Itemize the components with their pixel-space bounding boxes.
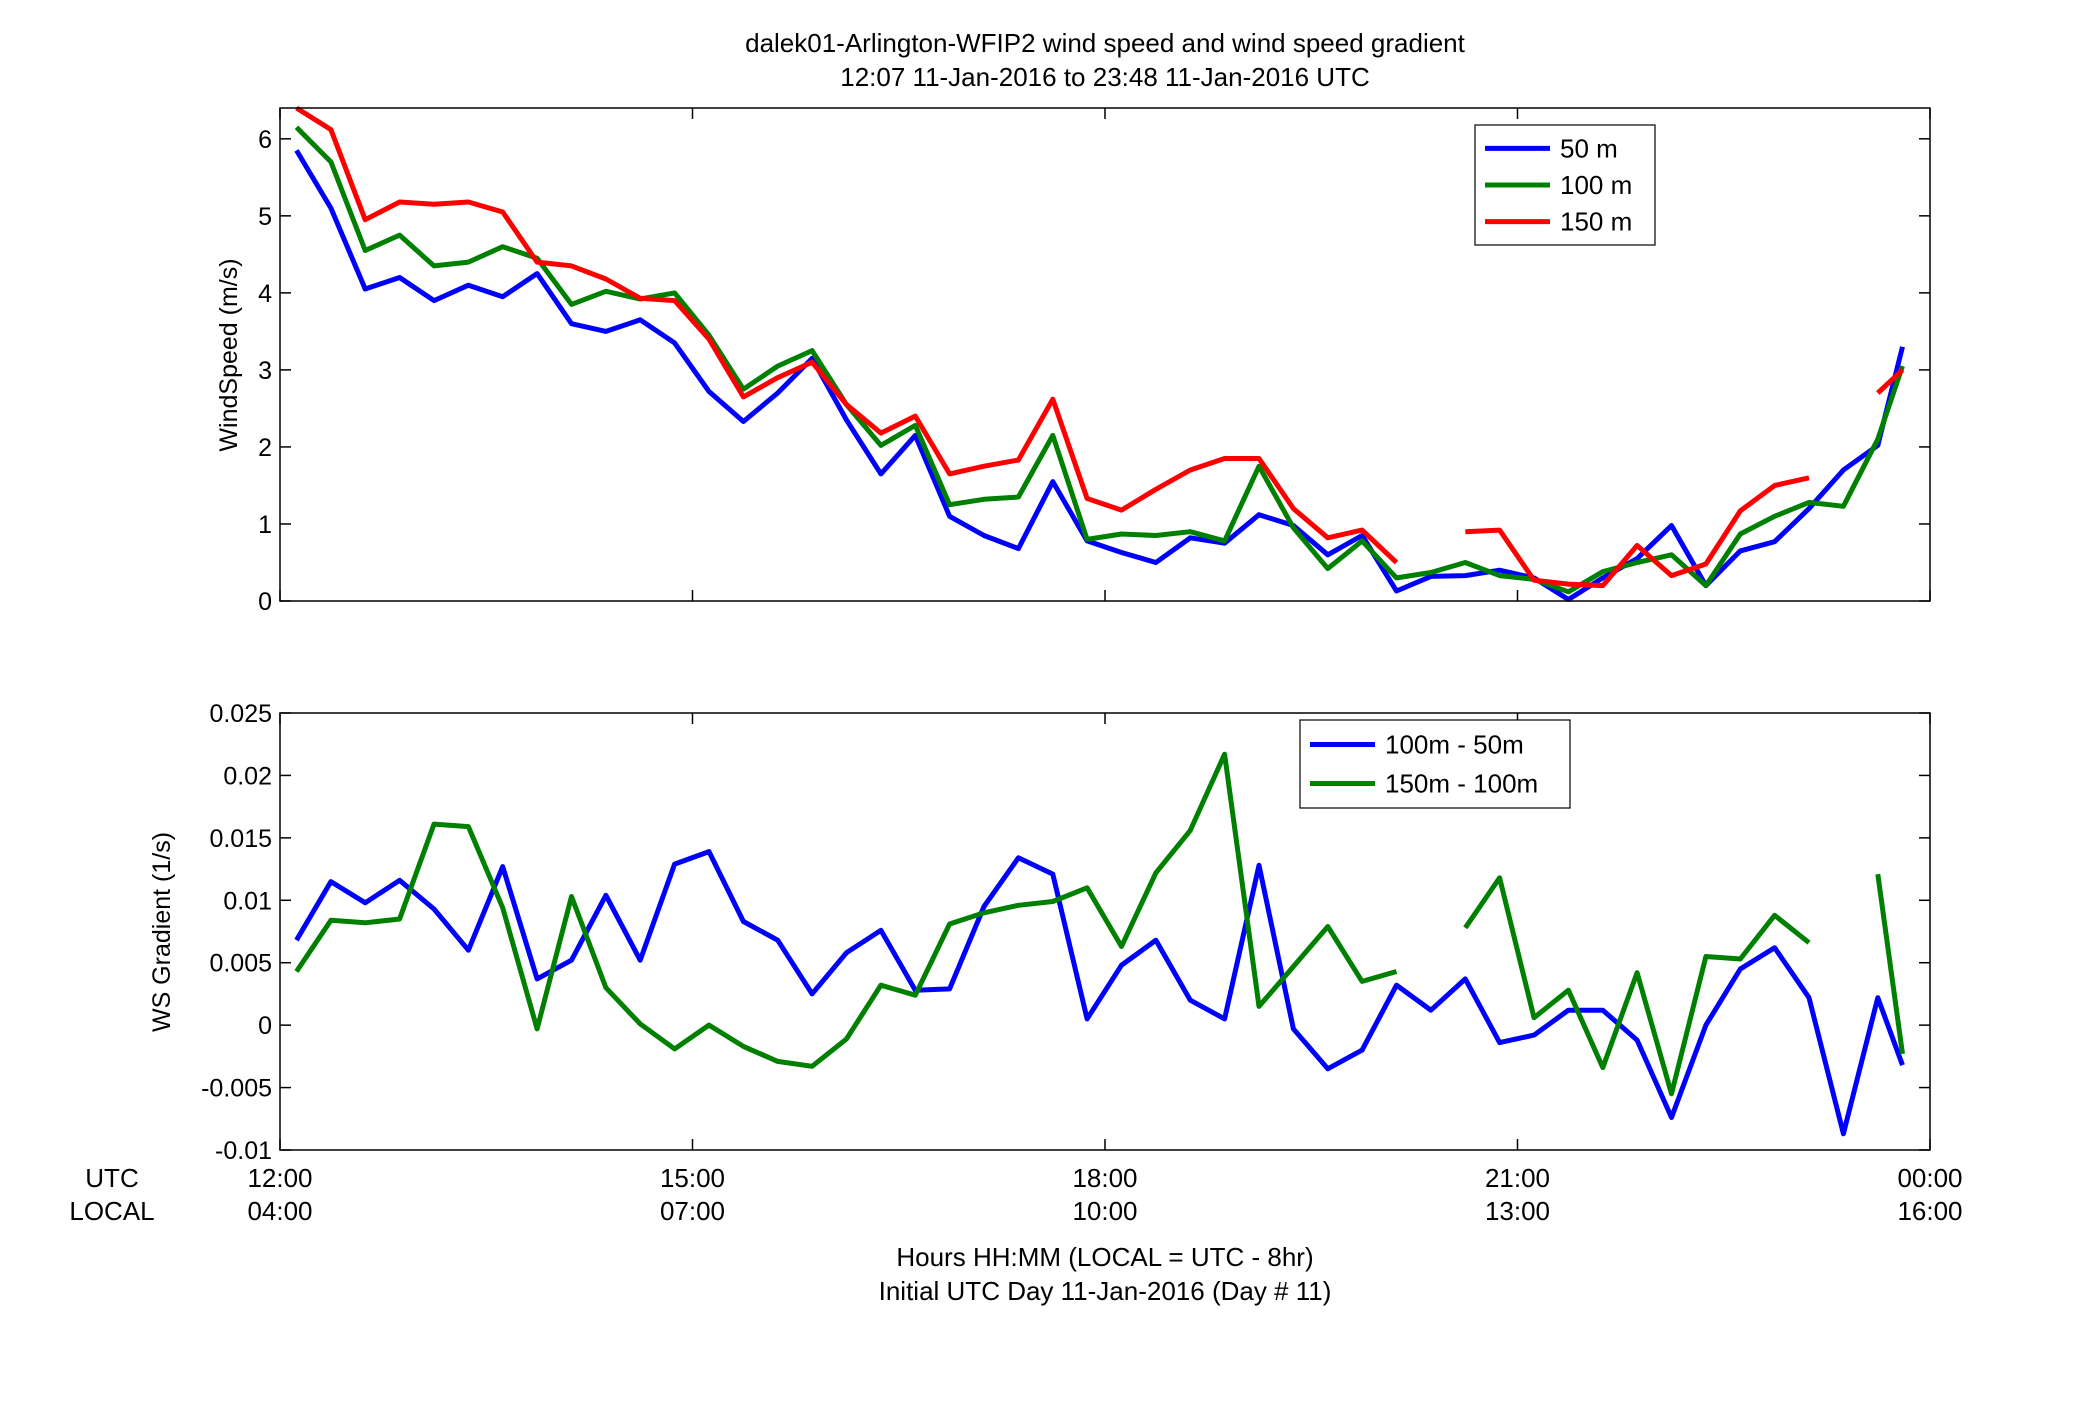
utc-tick-label: 18:00 [1072, 1163, 1137, 1193]
local-tick-label: 16:00 [1897, 1196, 1962, 1226]
gradient-series-line-1-segment-2 [1875, 873, 1905, 1055]
gradient-ytick-label: 0 [258, 1012, 272, 1040]
gradient-ytick-label: 0.025 [209, 700, 272, 728]
local-tick-label: 13:00 [1485, 1196, 1550, 1226]
windspeed-ytick-label: 5 [258, 203, 272, 231]
xlabel-line2: Initial UTC Day 11-Jan-2016 (Day # 11) [879, 1276, 1332, 1306]
gradient-ylabel: WS Gradient (1/s) [148, 832, 176, 1032]
local-tick-label: 07:00 [660, 1196, 725, 1226]
windspeed-ticks: 0 1 2 3 4 5 6 [258, 108, 1931, 616]
gradient-ytick-label: 0.015 [209, 825, 272, 853]
windspeed-legend: 50 m 100 m 150 m [1474, 124, 1656, 246]
windspeed-ytick-label: 1 [258, 511, 272, 539]
gradient-ytick-label: -0.01 [215, 1137, 272, 1165]
gradient-ytick-label: 0.02 [223, 762, 272, 790]
utc-row-label: UTC [85, 1163, 138, 1193]
windspeed-lines [294, 105, 1905, 602]
gradient-ytick-label: 0.005 [209, 950, 272, 978]
utc-tick-label: 21:00 [1485, 1163, 1550, 1193]
utc-tick-label: 00:00 [1897, 1163, 1962, 1193]
gradient-plot-frame [279, 712, 1931, 1151]
local-tick-label: 04:00 [247, 1196, 312, 1226]
windspeed-series-line-2-segment-2 [1876, 368, 1905, 395]
windspeed-plot-area [280, 108, 1930, 601]
gradient-series-line-1-segment-1 [1463, 875, 1811, 1097]
windspeed-legend-label: 150 m [1560, 207, 1632, 237]
gradient-legend-label: 150m - 100m [1385, 769, 1538, 799]
windspeed-legend-label: 100 m [1560, 170, 1632, 200]
gradient-series-line-0-segment-0 [294, 849, 1905, 1137]
local-row-label: LOCAL [69, 1196, 154, 1226]
gradient-legend-box [1299, 719, 1571, 809]
gradient-ytick-label: -0.005 [201, 1075, 272, 1103]
gradient-ticks: -0.01 -0.005 0 0.005 0.01 0.015 0.02 0.025 [201, 700, 1931, 1165]
gradient-legend: 100m - 50m 150m - 100m [1299, 719, 1571, 809]
windspeed-plot-frame [279, 107, 1931, 602]
windspeed-ytick-label: 2 [258, 434, 272, 462]
local-tick-label: 10:00 [1072, 1196, 1137, 1226]
xlabel-line1: Hours HH:MM (LOCAL = UTC - 8hr) [896, 1242, 1313, 1272]
windspeed-panel: 0 1 2 3 4 5 6 WindSpeed (m/s) 50 m 100 m 150 m [215, 105, 1931, 616]
utc-tick-label: 12:00 [247, 1163, 312, 1193]
chart-title-line1: dalek01-Arlington-WFIP2 wind speed and w… [745, 28, 1466, 58]
gradient-legend-label: 100m - 50m [1385, 730, 1524, 760]
windspeed-series-line-1-segment-0 [294, 125, 1905, 595]
windspeed-ylabel: WindSpeed (m/s) [215, 258, 243, 451]
windspeed-series-line-2-segment-1 [1465, 475, 1810, 589]
gradient-ytick-label: 0.01 [223, 887, 272, 915]
windspeed-ytick-label: 3 [258, 357, 272, 385]
windspeed-series-line-2-segment-0 [295, 105, 1399, 565]
windspeed-ytick-label: 6 [258, 126, 272, 154]
windspeed-legend-label: 50 m [1560, 133, 1618, 163]
gradient-series-line-1-segment-0 [294, 751, 1398, 1069]
gradient-panel: -0.01 -0.005 0 0.005 0.01 0.015 0.02 0.025 WS G… [148, 700, 1931, 1165]
gradient-lines [294, 751, 1905, 1137]
chart-title-line2: 12:07 11-Jan-2016 to 23:48 11-Jan-2016 U… [840, 62, 1370, 92]
windspeed-ytick-label: 4 [258, 280, 272, 308]
utc-tick-label: 15:00 [660, 1163, 725, 1193]
windspeed-ytick-label: 0 [258, 588, 272, 616]
